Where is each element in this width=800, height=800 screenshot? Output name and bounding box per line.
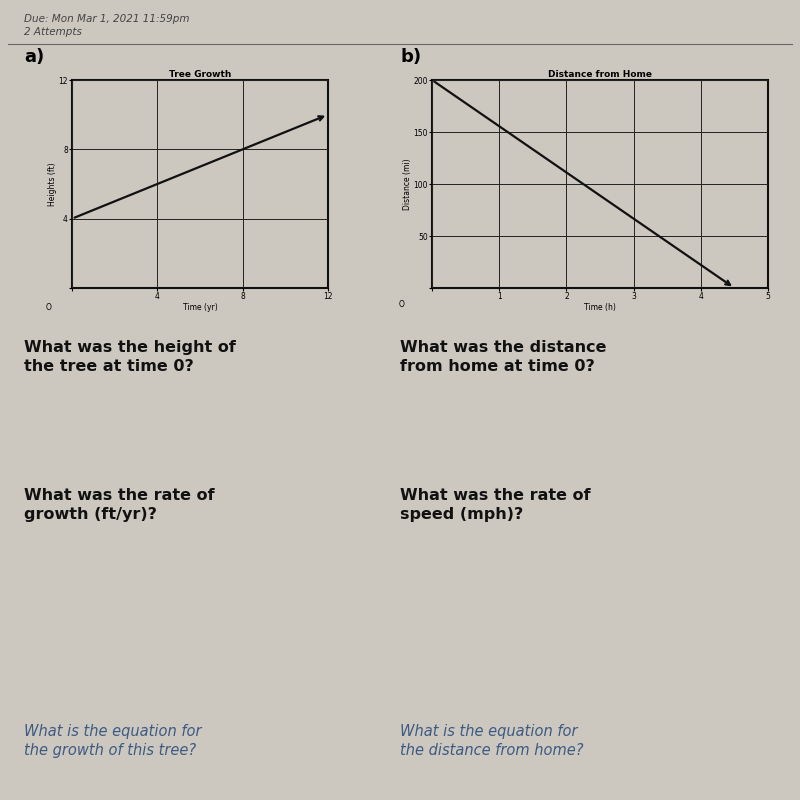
Y-axis label: Distance (mi): Distance (mi) <box>403 158 412 210</box>
Text: What was the rate of
growth (ft/yr)?: What was the rate of growth (ft/yr)? <box>24 488 214 522</box>
Text: O: O <box>399 300 405 309</box>
Text: a): a) <box>24 48 44 66</box>
X-axis label: Time (yr): Time (yr) <box>182 302 218 311</box>
Text: What is the equation for
the distance from home?: What is the equation for the distance fr… <box>400 724 583 758</box>
Text: What is the equation for
the growth of this tree?: What is the equation for the growth of t… <box>24 724 202 758</box>
Text: 2 Attempts: 2 Attempts <box>24 27 82 37</box>
Text: What was the rate of
speed (mph)?: What was the rate of speed (mph)? <box>400 488 590 522</box>
Text: What was the height of
the tree at time 0?: What was the height of the tree at time … <box>24 340 236 374</box>
X-axis label: Time (h): Time (h) <box>584 302 616 311</box>
Text: What was the distance
from home at time 0?: What was the distance from home at time … <box>400 340 606 374</box>
Text: O: O <box>46 302 51 311</box>
Y-axis label: Heights (ft): Heights (ft) <box>48 162 57 206</box>
Title: Distance from Home: Distance from Home <box>548 70 652 79</box>
Text: Due: Mon Mar 1, 2021 11:59pm: Due: Mon Mar 1, 2021 11:59pm <box>24 14 190 24</box>
Title: Tree Growth: Tree Growth <box>169 70 231 79</box>
Text: b): b) <box>400 48 421 66</box>
